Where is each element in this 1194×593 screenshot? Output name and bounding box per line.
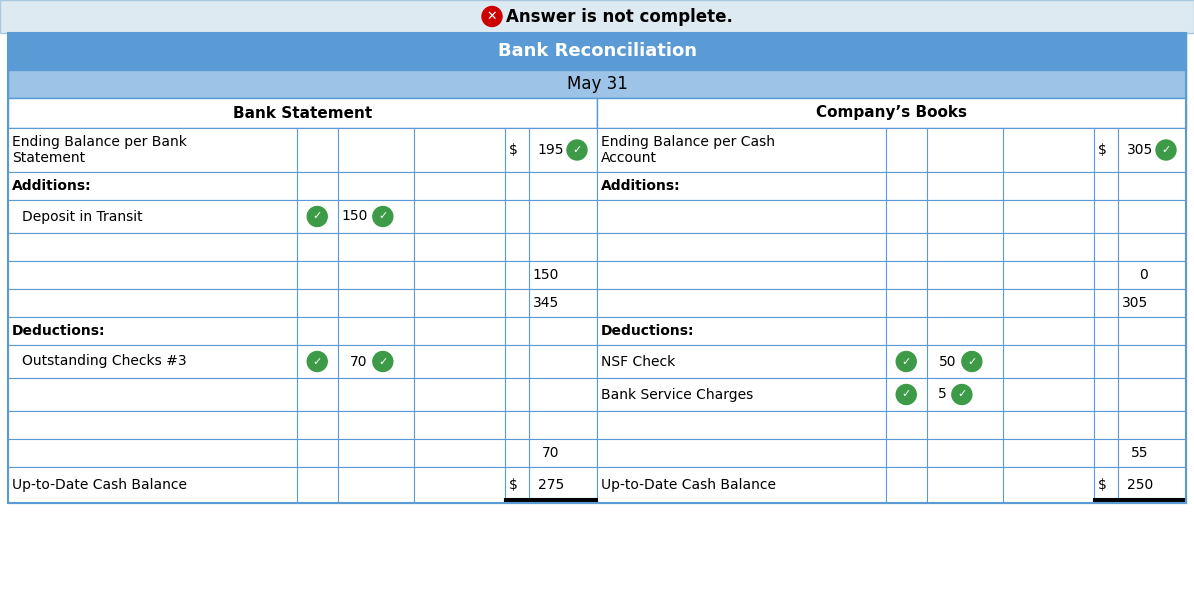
Bar <box>8 345 597 378</box>
Text: ✓: ✓ <box>901 390 911 400</box>
Text: ✓: ✓ <box>1162 145 1170 155</box>
Text: ✓: ✓ <box>901 356 911 366</box>
Bar <box>597 411 1186 439</box>
Text: Deposit in Transit: Deposit in Transit <box>21 209 142 224</box>
Bar <box>8 172 597 200</box>
Bar <box>8 411 597 439</box>
Text: $: $ <box>509 143 518 157</box>
Bar <box>8 439 597 467</box>
Bar <box>8 98 597 128</box>
Text: $: $ <box>1098 143 1107 157</box>
Text: ✓: ✓ <box>967 356 977 366</box>
Bar <box>8 317 597 345</box>
Bar <box>597 378 1186 411</box>
Text: Up-to-Date Cash Balance: Up-to-Date Cash Balance <box>12 478 187 492</box>
Bar <box>597 289 1186 317</box>
Bar <box>0 0 1194 33</box>
Text: Account: Account <box>601 151 657 165</box>
Text: 70: 70 <box>542 446 559 460</box>
Bar <box>8 467 597 503</box>
Text: ✕: ✕ <box>487 10 497 23</box>
Text: ✓: ✓ <box>313 212 322 222</box>
Text: $: $ <box>509 478 518 492</box>
Text: 55: 55 <box>1131 446 1147 460</box>
Text: Answer is not complete.: Answer is not complete. <box>506 8 733 25</box>
Text: Additions:: Additions: <box>601 179 681 193</box>
Bar <box>8 128 597 172</box>
Bar <box>8 200 597 233</box>
Bar <box>597 233 1186 261</box>
Text: Up-to-Date Cash Balance: Up-to-Date Cash Balance <box>601 478 776 492</box>
Text: Company’s Books: Company’s Books <box>816 106 967 120</box>
Circle shape <box>1156 140 1176 160</box>
Circle shape <box>307 352 327 371</box>
Bar <box>597 467 1186 503</box>
Text: 5: 5 <box>938 387 947 401</box>
Text: 50: 50 <box>940 355 956 368</box>
Bar <box>597 261 1186 289</box>
Text: Outstanding Checks #3: Outstanding Checks #3 <box>21 355 186 368</box>
Text: 275: 275 <box>537 478 564 492</box>
Text: Bank Reconciliation: Bank Reconciliation <box>498 43 696 60</box>
Bar <box>597 200 1186 233</box>
Text: Additions:: Additions: <box>12 179 92 193</box>
Circle shape <box>567 140 587 160</box>
Bar <box>597 128 1186 172</box>
Text: 70: 70 <box>350 355 368 368</box>
Text: NSF Check: NSF Check <box>601 355 676 368</box>
Bar <box>597 317 1186 345</box>
Text: ✓: ✓ <box>378 212 388 222</box>
Bar <box>8 289 597 317</box>
Text: May 31: May 31 <box>567 75 627 93</box>
Bar <box>8 33 1186 70</box>
Circle shape <box>952 384 972 404</box>
Text: Bank Service Charges: Bank Service Charges <box>601 387 753 401</box>
Bar <box>8 70 1186 98</box>
Circle shape <box>373 206 393 227</box>
Text: 305: 305 <box>1127 143 1153 157</box>
Circle shape <box>897 352 916 371</box>
Bar <box>597 345 1186 378</box>
Text: 150: 150 <box>341 209 368 224</box>
Bar <box>8 261 597 289</box>
Bar <box>8 33 1186 503</box>
Text: Ending Balance per Cash: Ending Balance per Cash <box>601 135 775 149</box>
Bar <box>597 98 1186 128</box>
Text: 345: 345 <box>533 296 559 310</box>
Text: 195: 195 <box>537 143 564 157</box>
Text: Ending Balance per Bank: Ending Balance per Bank <box>12 135 187 149</box>
Text: Deductions:: Deductions: <box>601 324 695 338</box>
Text: ✓: ✓ <box>958 390 966 400</box>
Text: 305: 305 <box>1121 296 1147 310</box>
Text: $: $ <box>1098 478 1107 492</box>
Bar <box>597 439 1186 467</box>
Text: Deductions:: Deductions: <box>12 324 105 338</box>
Text: ✓: ✓ <box>313 356 322 366</box>
Bar <box>597 172 1186 200</box>
Text: Bank Statement: Bank Statement <box>233 106 373 120</box>
Circle shape <box>482 7 501 27</box>
Bar <box>8 378 597 411</box>
Circle shape <box>307 206 327 227</box>
Text: 150: 150 <box>533 268 559 282</box>
Bar <box>8 233 597 261</box>
Text: Statement: Statement <box>12 151 85 165</box>
Circle shape <box>373 352 393 371</box>
Text: ✓: ✓ <box>572 145 581 155</box>
Text: 0: 0 <box>1139 268 1147 282</box>
Text: ✓: ✓ <box>378 356 388 366</box>
Text: 250: 250 <box>1127 478 1153 492</box>
Circle shape <box>962 352 981 371</box>
Circle shape <box>897 384 916 404</box>
